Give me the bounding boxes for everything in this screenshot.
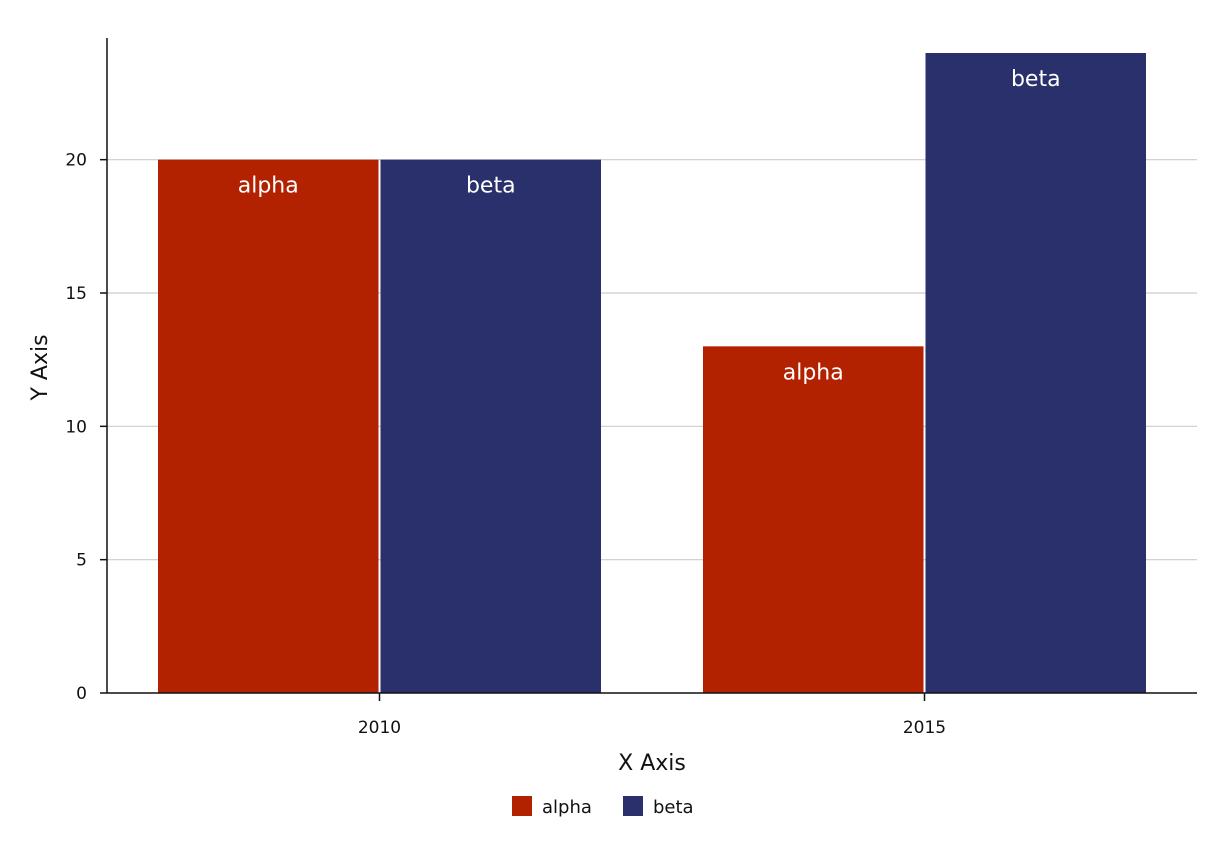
bar-label-beta-2015: beta xyxy=(1011,67,1061,92)
y-tick-label: 0 xyxy=(76,684,87,704)
x-tick-label: 2010 xyxy=(358,718,401,738)
y-tick-label: 15 xyxy=(65,284,87,304)
legend-label-beta: beta xyxy=(653,797,694,818)
legend-swatch-beta xyxy=(623,796,643,816)
bar-label-beta-2010: beta xyxy=(466,174,516,199)
y-axis-title: Y Axis xyxy=(28,334,53,401)
bars: alpha beta alpha beta xyxy=(158,53,1146,693)
bar-label-alpha-2015: alpha xyxy=(783,360,844,385)
x-axis-title: X Axis xyxy=(618,751,686,776)
bar-alpha-2015 xyxy=(703,346,924,693)
y-tick-label: 5 xyxy=(76,551,87,571)
bar-label-alpha-2010: alpha xyxy=(238,174,299,199)
bar-alpha-2010 xyxy=(158,159,379,693)
legend: alpha beta xyxy=(512,796,694,818)
legend-swatch-alpha xyxy=(512,796,532,816)
bar-beta-2010 xyxy=(380,159,601,693)
legend-label-alpha: alpha xyxy=(542,797,592,818)
axes xyxy=(100,38,1197,701)
tick-labels: 0 5 10 15 20 2010 2015 xyxy=(65,151,946,738)
y-tick-label: 10 xyxy=(65,417,87,437)
y-tick-label: 20 xyxy=(65,151,87,171)
bar-beta-2015 xyxy=(925,53,1146,693)
x-tick-label: 2015 xyxy=(903,718,946,738)
